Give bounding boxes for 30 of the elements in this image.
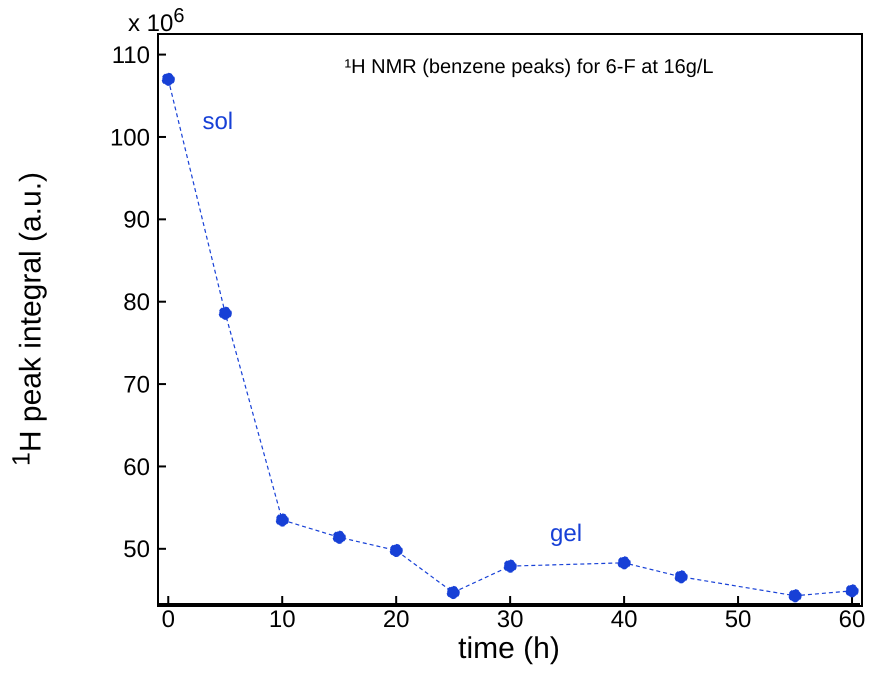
y-tick-label: 70 bbox=[123, 371, 150, 398]
x-tick-label: 50 bbox=[724, 606, 752, 634]
point bbox=[788, 589, 802, 602]
y-tick-label: 50 bbox=[123, 536, 150, 564]
x-tick-label: 20 bbox=[382, 606, 410, 634]
y-tick-label: 60 bbox=[123, 454, 150, 481]
point bbox=[674, 570, 688, 584]
point bbox=[504, 560, 517, 573]
point bbox=[218, 306, 232, 320]
annotation: gel bbox=[550, 520, 582, 548]
x-tick-label: 60 bbox=[838, 606, 866, 634]
point bbox=[332, 530, 346, 544]
x-tick-label: 30 bbox=[496, 606, 524, 634]
x-tick-label: 0 bbox=[162, 606, 175, 634]
y-tick-label: 80 bbox=[123, 289, 150, 316]
y-tick-label: 90 bbox=[123, 206, 150, 234]
point bbox=[845, 584, 859, 598]
point bbox=[276, 513, 289, 527]
annotation: sol bbox=[202, 108, 234, 136]
point bbox=[390, 544, 403, 558]
x-tick-label: 10 bbox=[268, 606, 296, 634]
x-axis-title: time (h) bbox=[457, 632, 561, 666]
annotation: x 10$^{6}$ bbox=[128, 4, 184, 38]
y-tick-label: 110 bbox=[112, 42, 150, 69]
point bbox=[162, 72, 175, 86]
point bbox=[618, 556, 631, 570]
text: ¹H NMR (benzene peaks) for 6-F at 16g/L bbox=[343, 56, 715, 79]
point bbox=[446, 586, 460, 600]
x-tick-label: 40 bbox=[610, 606, 638, 634]
y-tick-label: 100 bbox=[110, 124, 150, 152]
